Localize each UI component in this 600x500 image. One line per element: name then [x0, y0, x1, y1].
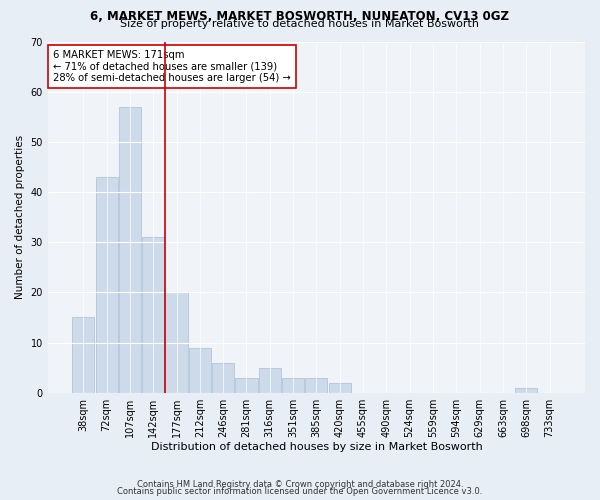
Text: 6, MARKET MEWS, MARKET BOSWORTH, NUNEATON, CV13 0GZ: 6, MARKET MEWS, MARKET BOSWORTH, NUNEATO… — [91, 10, 509, 23]
Bar — [212, 362, 234, 392]
Bar — [166, 292, 188, 392]
Bar — [235, 378, 257, 392]
Bar — [119, 106, 141, 393]
Bar — [305, 378, 328, 392]
Bar — [329, 382, 351, 392]
Bar — [259, 368, 281, 392]
Text: Contains public sector information licensed under the Open Government Licence v3: Contains public sector information licen… — [118, 487, 482, 496]
Text: Contains HM Land Registry data © Crown copyright and database right 2024.: Contains HM Land Registry data © Crown c… — [137, 480, 463, 489]
Bar — [515, 388, 537, 392]
Text: 6 MARKET MEWS: 171sqm
← 71% of detached houses are smaller (139)
28% of semi-det: 6 MARKET MEWS: 171sqm ← 71% of detached … — [53, 50, 291, 84]
X-axis label: Distribution of detached houses by size in Market Bosworth: Distribution of detached houses by size … — [151, 442, 482, 452]
Bar — [95, 177, 118, 392]
Bar — [189, 348, 211, 393]
Text: Size of property relative to detached houses in Market Bosworth: Size of property relative to detached ho… — [121, 19, 479, 29]
Bar — [282, 378, 304, 392]
Bar — [72, 318, 94, 392]
Bar — [142, 237, 164, 392]
Y-axis label: Number of detached properties: Number of detached properties — [15, 135, 25, 299]
